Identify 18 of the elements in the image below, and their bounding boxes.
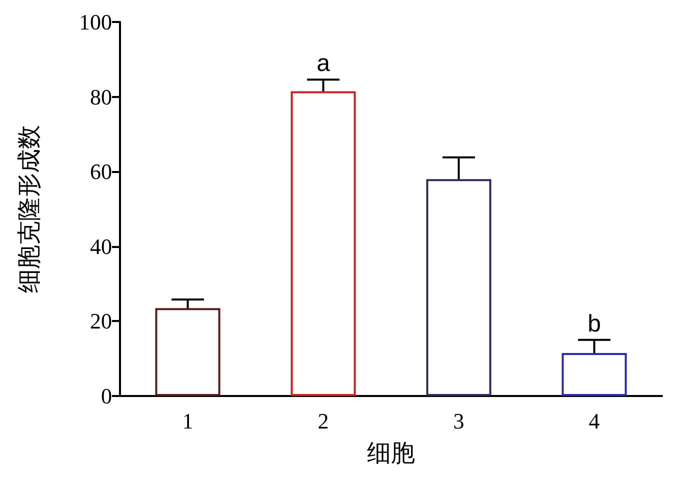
y-tick-label: 60 (90, 159, 112, 184)
y-tick-label: 80 (90, 84, 112, 110)
annotation: a (316, 50, 331, 78)
bar (290, 91, 356, 396)
x-tick-label: 2 (318, 408, 329, 434)
y-tick-label: 100 (79, 10, 112, 34)
y-axis-title: 细胞克隆形成数 (17, 125, 43, 293)
x-tick-label: 4 (588, 408, 600, 434)
y-tick-label: 40 (90, 234, 112, 259)
bar (155, 308, 220, 396)
bar (426, 179, 492, 396)
y-tick-label: 0 (101, 384, 112, 408)
x-tick-label: 3 (453, 408, 464, 434)
y-tick-label: 20 (90, 308, 112, 334)
x-tick-label: 1 (182, 408, 194, 434)
bar (562, 352, 627, 396)
annotation: b (588, 310, 601, 338)
x-axis-title: 细胞 (367, 441, 415, 467)
